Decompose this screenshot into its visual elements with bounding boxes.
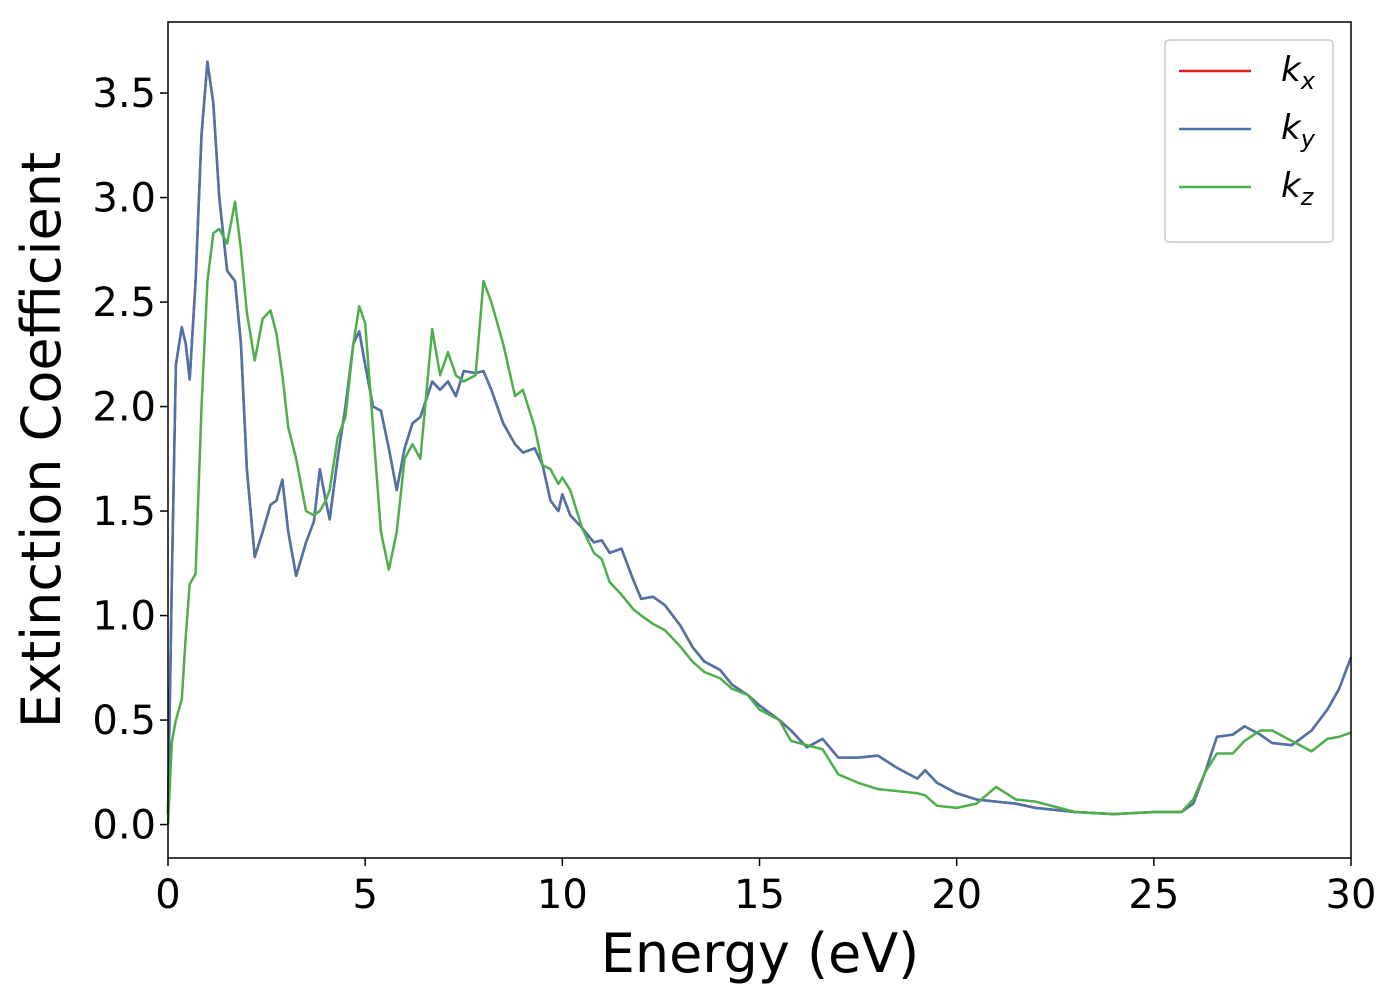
x-axis-label: Energy (eV)	[601, 922, 920, 985]
legend: kx ky kz	[1164, 39, 1334, 243]
y-tick-label: 0.5	[92, 698, 156, 744]
legend-label: ky	[1281, 108, 1316, 153]
y-tick-label: 1.0	[92, 594, 156, 640]
y-tick-label: 3.5	[92, 71, 156, 117]
x-tick-label: 5	[352, 872, 377, 918]
x-tick-label: 15	[734, 872, 785, 918]
plot-frame	[167, 21, 1352, 859]
y-tick-label: 2.5	[92, 280, 156, 326]
x-tick-label: 20	[931, 872, 982, 918]
x-tick-label: 25	[1128, 872, 1179, 918]
x-tick-label: 10	[537, 872, 588, 918]
y-tick-label: 2.0	[92, 385, 156, 431]
x-tick-label: 30	[1326, 872, 1377, 918]
legend-label: kx	[1281, 50, 1316, 95]
y-axis-label: Extinction Coefficient	[10, 152, 73, 728]
legend-label: kz	[1281, 166, 1315, 211]
x-tick-label: 0	[155, 872, 180, 918]
y-tick-label: 1.5	[92, 489, 156, 535]
data-line	[166, 60, 1353, 816]
legend-box	[1164, 39, 1334, 243]
y-tick-label: 3.0	[92, 176, 156, 222]
y-tick-label: 0.0	[92, 803, 156, 849]
data-line	[166, 200, 1352, 825]
